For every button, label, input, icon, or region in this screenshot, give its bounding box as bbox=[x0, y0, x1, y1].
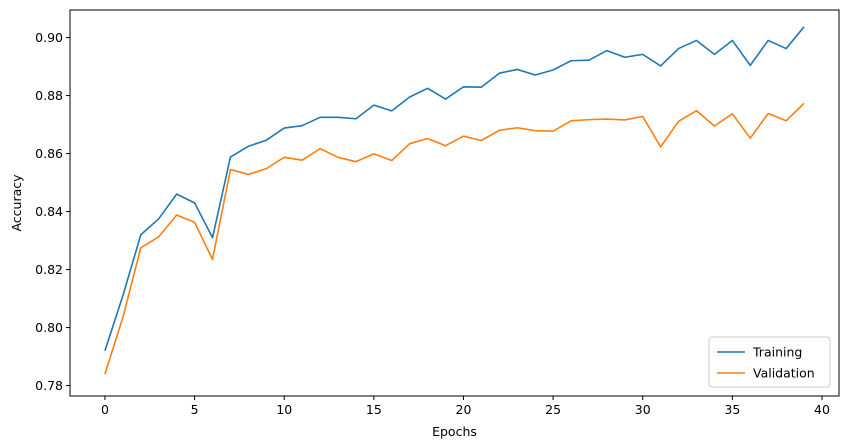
legend-label-training: Training bbox=[752, 345, 802, 360]
y-tick-label: 0.84 bbox=[35, 204, 63, 219]
plot-lines bbox=[104, 26, 805, 375]
axes-frame bbox=[69, 9, 840, 397]
y-axis-ticks: 0.78 0.80 0.82 0.84 0.86 0.88 0.90 bbox=[35, 30, 70, 393]
x-tick-label: 0 bbox=[101, 402, 109, 417]
x-tick-label: 20 bbox=[456, 402, 472, 417]
y-tick-label: 0.78 bbox=[35, 378, 63, 393]
x-tick-label: 40 bbox=[814, 402, 830, 417]
x-axis-label: Epochs bbox=[432, 424, 477, 439]
y-tick-label: 0.88 bbox=[35, 88, 63, 103]
y-axis-label: Accuracy bbox=[9, 174, 24, 232]
x-tick-label: 25 bbox=[545, 402, 561, 417]
x-tick-label: 35 bbox=[724, 402, 740, 417]
x-tick-label: 30 bbox=[635, 402, 651, 417]
legend: Training Validation bbox=[708, 336, 831, 388]
x-axis-ticks: 0 5 10 15 20 25 30 35 40 bbox=[101, 396, 830, 417]
x-tick-label: 10 bbox=[276, 402, 292, 417]
legend-label-validation: Validation bbox=[753, 366, 815, 381]
x-tick-label: 5 bbox=[191, 402, 199, 417]
y-tick-label: 0.86 bbox=[35, 146, 63, 161]
y-tick-label: 0.90 bbox=[35, 30, 63, 45]
x-tick-label: 15 bbox=[366, 402, 382, 417]
y-tick-label: 0.80 bbox=[35, 320, 63, 335]
series-line-training bbox=[104, 26, 805, 352]
y-tick-label: 0.82 bbox=[35, 262, 63, 277]
legend-box bbox=[708, 336, 831, 388]
series-line-validation bbox=[104, 102, 805, 375]
